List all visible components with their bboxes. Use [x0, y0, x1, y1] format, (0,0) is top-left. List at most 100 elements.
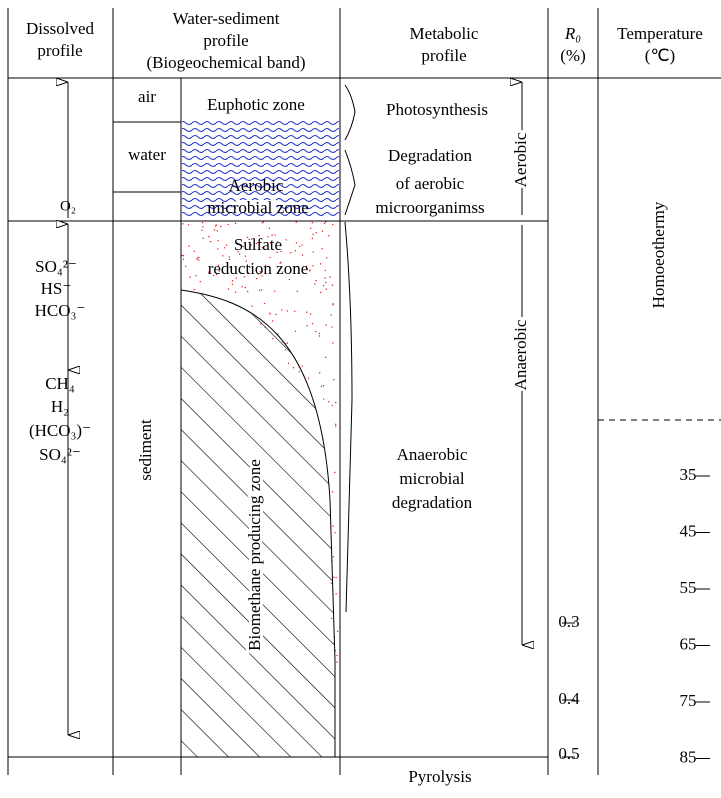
- zone-label: Euphotic zone: [207, 95, 305, 114]
- stipple-dot: [331, 326, 333, 328]
- stipple-dot: [188, 245, 190, 247]
- stipple-dot: [315, 279, 317, 282]
- stipple-dot: [276, 241, 279, 243]
- stipple-dot: [220, 225, 222, 228]
- stipple-dot: [318, 332, 321, 335]
- stipple-dot: [274, 234, 276, 236]
- stipple-dot: [181, 254, 183, 257]
- stipple-dot: [217, 240, 219, 242]
- stipple-dot: [251, 305, 253, 307]
- stipple-dot: [325, 288, 328, 290]
- stipple-dot: [336, 654, 338, 657]
- stipple-dot: [262, 221, 265, 223]
- stipple-dot: [286, 310, 288, 312]
- stipple-dot: [217, 264, 220, 266]
- stipple-dot: [246, 290, 249, 293]
- stipple-dot: [244, 255, 247, 257]
- stipple-dot: [246, 236, 249, 239]
- zone-label: reduction zone: [208, 259, 309, 278]
- stipple-dot: [244, 286, 246, 289]
- process-label: of aerobic: [396, 174, 465, 193]
- stipple-dot: [314, 283, 316, 285]
- stipple-dot: [213, 229, 216, 231]
- stipple-dot: [223, 247, 226, 249]
- stipple-dot: [182, 258, 185, 261]
- stipple-dot: [258, 289, 261, 291]
- stipple-dot: [242, 245, 244, 248]
- stipple-dot: [306, 311, 308, 313]
- stipple-dot: [275, 313, 277, 316]
- stipple-dot: [231, 283, 234, 285]
- stipple-dot: [318, 335, 321, 337]
- stipple-dot: [323, 222, 326, 225]
- stipple-dot: [261, 275, 263, 277]
- species: CH₄: [45, 374, 75, 393]
- header: Metabolic: [410, 24, 479, 43]
- stipple-dot: [193, 250, 196, 252]
- stipple-dot: [322, 398, 325, 400]
- stipple-dot: [201, 221, 204, 224]
- stipple-dot: [295, 242, 298, 244]
- stipple-dot: [281, 309, 283, 311]
- stipple-dot: [271, 234, 273, 236]
- temperature-tick-label: 75: [680, 691, 697, 710]
- stipple-dot: [217, 248, 219, 250]
- stipple-dot: [335, 423, 337, 425]
- stipple-dot: [255, 277, 258, 280]
- stipple-dot: [318, 372, 321, 374]
- stipple-dot: [267, 236, 269, 238]
- stipple-dot: [229, 258, 231, 261]
- stipple-dot: [286, 342, 289, 344]
- stipple-dot: [237, 250, 239, 253]
- species: (HCO₃)⁻: [29, 421, 91, 440]
- stipple-dot: [324, 221, 327, 223]
- stipple-dot: [234, 222, 237, 225]
- stipple-dot: [296, 290, 298, 293]
- stipple-dot: [315, 232, 317, 234]
- stipple-dot: [208, 271, 210, 273]
- stipple-dot: [309, 269, 311, 272]
- stipple-dot: [196, 257, 199, 259]
- stipple-dot: [196, 258, 198, 260]
- stipple-dot: [335, 576, 337, 579]
- stipple-dot: [321, 230, 324, 232]
- header: profile: [37, 41, 82, 60]
- stipple-dot: [228, 256, 231, 258]
- stipple-dot: [218, 270, 221, 272]
- stipple-dot: [187, 224, 190, 226]
- zone-label: microbial zone: [207, 198, 309, 217]
- stipple-dot: [245, 260, 247, 262]
- stipple-dot: [227, 288, 230, 290]
- stipple-dot: [311, 322, 314, 325]
- stipple-dot: [321, 248, 323, 250]
- stipple-dot: [312, 251, 314, 253]
- stipple-dot: [328, 401, 330, 403]
- stipple-dot: [310, 227, 312, 230]
- stipple-dot: [269, 256, 271, 259]
- zone-label: Aerobic: [229, 176, 284, 195]
- biomethane-zone: [180, 289, 336, 758]
- stipple-dot: [332, 303, 334, 305]
- temperature-tick-label: 65: [680, 634, 697, 653]
- temperature-tick-label: 85: [680, 747, 697, 766]
- stipple-dot: [257, 273, 260, 275]
- stipple-dot: [261, 222, 263, 224]
- stipple-dot: [333, 379, 335, 381]
- stipple-dot: [198, 259, 200, 261]
- stipple-dot: [201, 229, 203, 231]
- stipple-dot: [238, 253, 241, 255]
- stipple-dot: [324, 269, 327, 272]
- species: SO₄²⁻: [39, 445, 81, 464]
- sulfate-stipple: [181, 221, 339, 663]
- stipple-dot: [320, 291, 322, 294]
- stipple-dot: [335, 593, 337, 595]
- header: Water-sediment: [173, 9, 280, 28]
- zone-label: Biomethane producing zone: [245, 459, 264, 651]
- stipple-dot: [209, 240, 212, 243]
- stipple-dot: [298, 245, 301, 248]
- stipple-dot: [269, 312, 271, 314]
- stipple-dot: [216, 230, 218, 232]
- process-label: microorganimss: [375, 198, 484, 217]
- stipple-dot: [322, 384, 325, 387]
